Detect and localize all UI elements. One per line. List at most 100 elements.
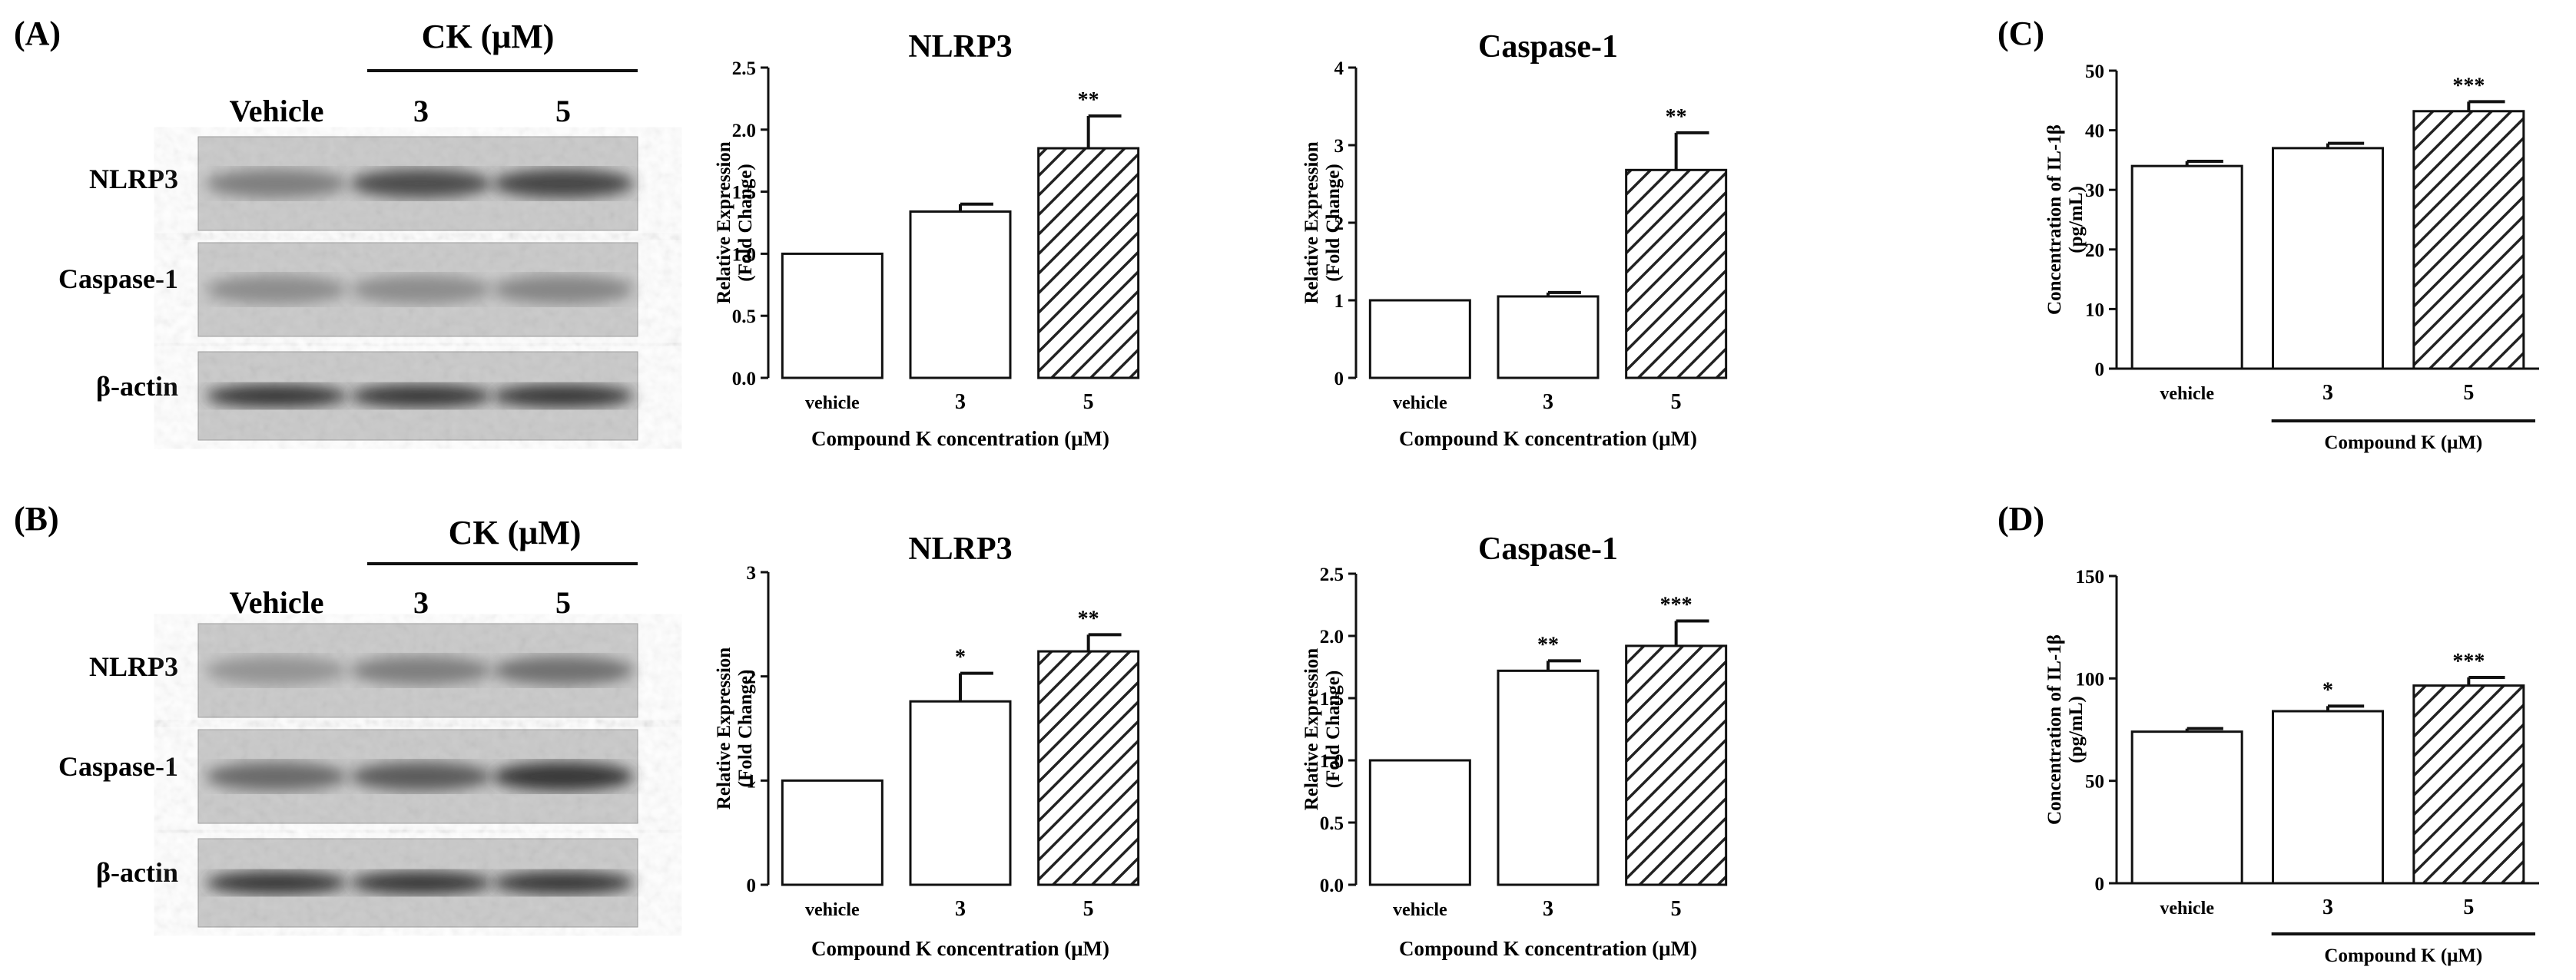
y-tick-label: 30: [2085, 180, 2104, 201]
blot-band: [350, 871, 492, 895]
x-tick-label: 5: [1083, 897, 1094, 921]
y-axis-label: (Fold Change): [735, 670, 756, 787]
row-label-nlrp3: NLRP3: [89, 651, 178, 682]
y-tick-label: 2: [1334, 214, 1344, 234]
panel-label-b: (B): [14, 500, 59, 538]
bar-charts: NLRP3 0.0 0.5 1.0 1.5 2.0 2.5 Relative Expressi…: [714, 29, 2539, 966]
bar-5: [2412, 684, 2525, 885]
y-tick-label: 0: [2095, 359, 2105, 380]
x-tick-label: vehicle: [1393, 900, 1447, 920]
row-label-caspase-1: Caspase-1: [58, 751, 178, 782]
y-tick-label: 50: [2085, 772, 2104, 793]
y-tick-label: 1: [1334, 291, 1344, 312]
x-tick-label: 3: [1543, 390, 1553, 414]
x-tick-label: 3: [2322, 896, 2333, 919]
blot-band: [206, 871, 347, 895]
chart-B-casp1: Caspase-1 0.0 0.5 1.0 1.5 2.0 2.5 Relative Expr…: [1301, 531, 1728, 960]
bar-5: [1037, 650, 1140, 886]
x-axis-label: Compound K (μM): [2324, 432, 2482, 453]
blot-band: [492, 384, 634, 408]
y-tick-label: 1.0: [1320, 751, 1344, 772]
significance-marker: ***: [1660, 594, 1692, 617]
y-axis-label: Relative Expression: [1301, 648, 1322, 810]
lane-label-3: 3: [413, 585, 429, 620]
y-tick-label: 0: [2095, 874, 2105, 895]
blot-band: [350, 656, 492, 685]
blot-band: [206, 656, 347, 685]
blot-band: [350, 384, 492, 408]
panel-label-d: (D): [1997, 500, 2044, 538]
chart-A-nlrp3: NLRP3 0.0 0.5 1.0 1.5 2.0 2.5 Relative Expressi…: [714, 29, 1140, 450]
significance-marker: ***: [2452, 74, 2485, 98]
y-tick-label: 0.0: [732, 369, 756, 389]
y-tick-label: 2.0: [1320, 627, 1344, 647]
x-tick-label: 3: [955, 390, 966, 414]
significance-marker: **: [1537, 633, 1559, 657]
blot-band: [492, 656, 634, 685]
row-label-caspase-1: Caspase-1: [58, 263, 178, 294]
x-axis-label: Compound K concentration (μM): [811, 937, 1109, 960]
bar-vehicle: [1368, 759, 1471, 886]
y-tick-label: 0.5: [1320, 813, 1344, 834]
row-label-beta-actin: β-actin: [96, 371, 178, 402]
bar-3: [909, 700, 1012, 886]
significance-marker: **: [1666, 105, 1687, 129]
y-axis-label: (pg/mL): [2066, 186, 2087, 253]
blot-header-ck: CK (μM): [449, 514, 582, 551]
bar-3: [909, 210, 1012, 379]
bar-3: [2272, 710, 2384, 885]
blot-band: [492, 762, 634, 791]
western-blot-b: CK (μM) Vehicle 3 5 NLRP3 Caspase-1 β-ac…: [58, 514, 638, 928]
chart-title: Caspase-1: [1478, 29, 1618, 65]
chart-C-il1b: 0 10 20 30 40 50 Concentration of IL-1β (pg/mL)…: [2044, 61, 2539, 453]
y-tick-label: 0.5: [732, 306, 756, 327]
x-tick-label: vehicle: [805, 900, 860, 920]
bar-5: [1625, 644, 1728, 886]
y-tick-label: 0: [747, 876, 757, 896]
chart-title: Caspase-1: [1478, 531, 1618, 567]
bar-5: [1037, 147, 1140, 379]
x-axis-label: Compound K concentration (μM): [1399, 427, 1697, 450]
row-label-nlrp3: NLRP3: [89, 164, 178, 194]
x-tick-label: vehicle: [805, 393, 860, 413]
western-blot-a: CK (μM) Vehicle 3 5 NLRP3 Caspase-1 β-ac…: [58, 18, 638, 441]
y-axis-label: (pg/mL): [2066, 696, 2087, 763]
x-tick-label: 5: [2463, 381, 2474, 405]
y-tick-label: 40: [2085, 121, 2104, 142]
significance-marker: **: [1078, 607, 1099, 631]
y-axis-label: (Fold Change): [1323, 164, 1344, 281]
x-tick-label: 5: [1671, 897, 1682, 921]
blot-band: [492, 871, 634, 895]
y-axis-label: Relative Expression: [1301, 141, 1322, 303]
chart-title: NLRP3: [908, 531, 1012, 567]
x-tick-label: 3: [2322, 381, 2333, 405]
lane-label-5: 5: [555, 94, 571, 128]
x-tick-label: 5: [1083, 390, 1094, 414]
chart-title: NLRP3: [908, 29, 1012, 65]
y-axis-label: Concentration of IL-1β: [2044, 124, 2065, 315]
y-tick-label: 0.0: [1320, 876, 1344, 896]
bar-vehicle: [1368, 299, 1471, 379]
y-axis-label: Concentration of IL-1β: [2044, 634, 2065, 825]
blot-band: [350, 762, 492, 791]
blot-band: [492, 275, 634, 304]
blot-band: [206, 762, 347, 791]
blot-band: [206, 169, 347, 198]
y-tick-label: 100: [2076, 669, 2105, 690]
y-tick-label: 1.5: [732, 183, 756, 204]
lane-label-vehicle: Vehicle: [230, 94, 324, 128]
y-tick-label: 10: [2085, 300, 2104, 320]
blot-band: [206, 384, 347, 408]
panel-label-a: (A): [14, 15, 61, 52]
blot-band: [492, 169, 634, 198]
blot-band: [350, 275, 492, 304]
y-axis-label: Relative Expression: [714, 647, 734, 809]
x-axis-label: Compound K (μM): [2324, 945, 2482, 966]
blot-band: [350, 169, 492, 198]
bar-3: [2272, 147, 2384, 370]
chart-A-casp1: Caspase-1 0 1 2 3 4 Relative Expression (Fold C…: [1301, 29, 1728, 450]
y-tick-label: 20: [2085, 240, 2104, 261]
bar-3: [1497, 295, 1600, 379]
bar-vehicle: [781, 779, 884, 886]
